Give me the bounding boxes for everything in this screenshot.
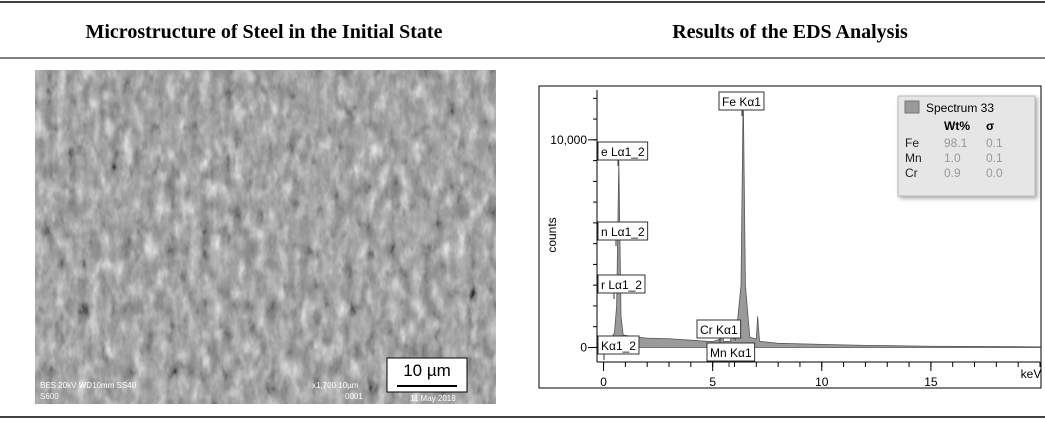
- peak-label-box: [597, 221, 649, 241]
- peak-label-box: [597, 141, 649, 161]
- micrograph-texture: [35, 70, 496, 404]
- eds-chart: 0 5 10 15 0 10,000 keV counts Fe Kα1 e Lα1_2n Lα1…: [545, 90, 1041, 389]
- y-axis-label: counts: [545, 217, 559, 252]
- legend-title: Spectrum 33: [926, 101, 994, 115]
- peak-label: Kα1_2: [601, 339, 636, 353]
- legend-cell: Fe: [905, 136, 919, 150]
- legend-box: [897, 95, 1036, 197]
- legend-swatch: [904, 100, 920, 114]
- legend-cell: 98.1: [944, 136, 968, 150]
- x-tick-label: 10: [815, 375, 829, 389]
- peak-label: Mn Kα1: [710, 346, 752, 360]
- sem-info: 0001: [345, 392, 363, 401]
- sem-info: BES 20kV WD10mm SS40: [40, 381, 137, 390]
- legend-cell: 0.0: [986, 166, 1003, 180]
- legend-column: Wt%: [944, 119, 970, 133]
- x-tick-label: 0: [600, 375, 607, 389]
- column-header: Results of the EDS Analysis: [672, 21, 908, 43]
- y-tick-label: 0: [580, 340, 587, 354]
- peak-label-box: [696, 319, 742, 339]
- micrograph: 10 µm BES 20kV WD10mm SS40 S600 x1,700 1…: [35, 70, 496, 404]
- peak-label: Cr Kα1: [700, 323, 738, 337]
- legend-cell: 0.9: [944, 166, 961, 180]
- legend-cell: Cr: [905, 166, 918, 180]
- column-header: Microstructure of Steel in the Initial S…: [86, 21, 443, 43]
- peak-label-box: [597, 335, 640, 355]
- legend-cell: 0.1: [986, 136, 1003, 150]
- scale-bar-label: 10 µm: [403, 361, 451, 380]
- legend-cell: 1.0: [944, 151, 961, 165]
- peak-label: n Lα1_2: [601, 225, 645, 239]
- x-tick-label: 15: [924, 375, 938, 389]
- peak-label-box: [706, 342, 756, 362]
- legend-cell: Mn: [905, 151, 922, 165]
- peak-label: r Lα1_2: [601, 278, 642, 292]
- legend-cell: 0.1: [986, 151, 1003, 165]
- legend: Spectrum 33 Wt% σ Fe 98.1 0.1 Mn 1.0 0.1 Cr 0.9 0.0: [897, 95, 1036, 197]
- peak-label-box: [718, 91, 765, 111]
- x-axis-label: keV: [1021, 367, 1042, 381]
- sem-info: 11 May 2018: [410, 394, 456, 403]
- sem-info: S600: [40, 392, 59, 401]
- y-tick-label: 10,000: [550, 133, 587, 147]
- sem-info: x1,700 10µm: [312, 381, 359, 390]
- peak-label: Fe Kα1: [722, 95, 761, 109]
- peak-label-box: [597, 274, 646, 294]
- peak-label: e Lα1_2: [601, 145, 645, 159]
- legend-column: σ: [986, 119, 994, 133]
- x-tick-label: 5: [709, 375, 716, 389]
